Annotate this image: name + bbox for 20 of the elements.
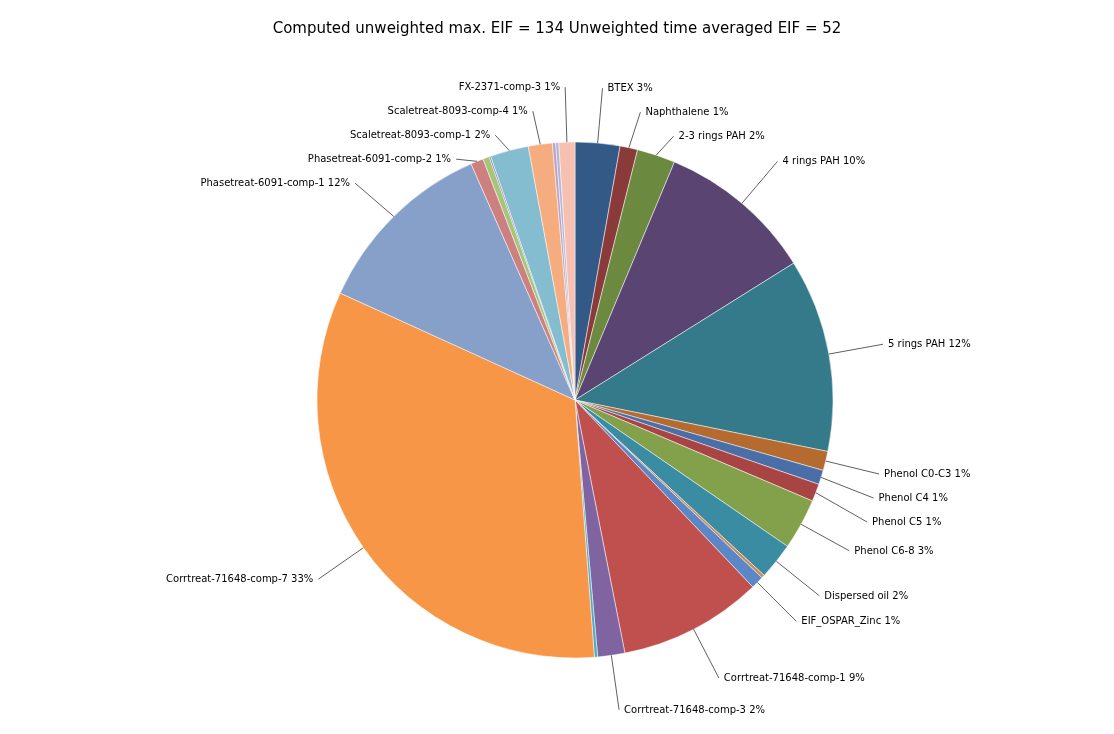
slice-label: 4 rings PAH 10% [782, 155, 866, 167]
slice-label: Phenol C0-C3 1% [884, 468, 971, 480]
slice-label: Corrtreat-71648-comp-7 33% [166, 573, 314, 585]
slice-label: Naphthalene 1% [645, 106, 729, 118]
slice-label: FX-2371-comp-3 1% [458, 81, 561, 93]
slice-label: Phenol C6-8 3% [854, 544, 934, 556]
slice-label: Scaletreat-8093-comp-1 2% [349, 129, 491, 141]
slice-label: 2-3 rings PAH 2% [678, 130, 765, 142]
slice-label: Corrtreat-71648-comp-1 9% [723, 671, 865, 683]
slice-label: BTEX 3% [607, 82, 653, 94]
slice-label: Phenol C5 1% [872, 516, 942, 528]
slice-label: Phasetreat-6091-comp-2 1% [307, 153, 452, 165]
slice-label: Scaletreat-8093-comp-4 1% [387, 105, 528, 117]
slice-label: 5 rings PAH 12% [887, 338, 971, 350]
slice-label: Phasetreat-6091-comp-1 12% [200, 177, 351, 189]
slice-label: Dispersed oil 2% [824, 589, 909, 601]
slice-label: EIF_OSPAR_Zinc 1% [801, 615, 901, 628]
chart-title: Computed unweighted max. EIF = 134 Unweighted time averaged EIF = 52 [272, 19, 842, 37]
slice-label: Phenol C4 1% [878, 492, 948, 504]
slice-label: Corrtreat-71648-comp-3 2% [624, 703, 766, 715]
